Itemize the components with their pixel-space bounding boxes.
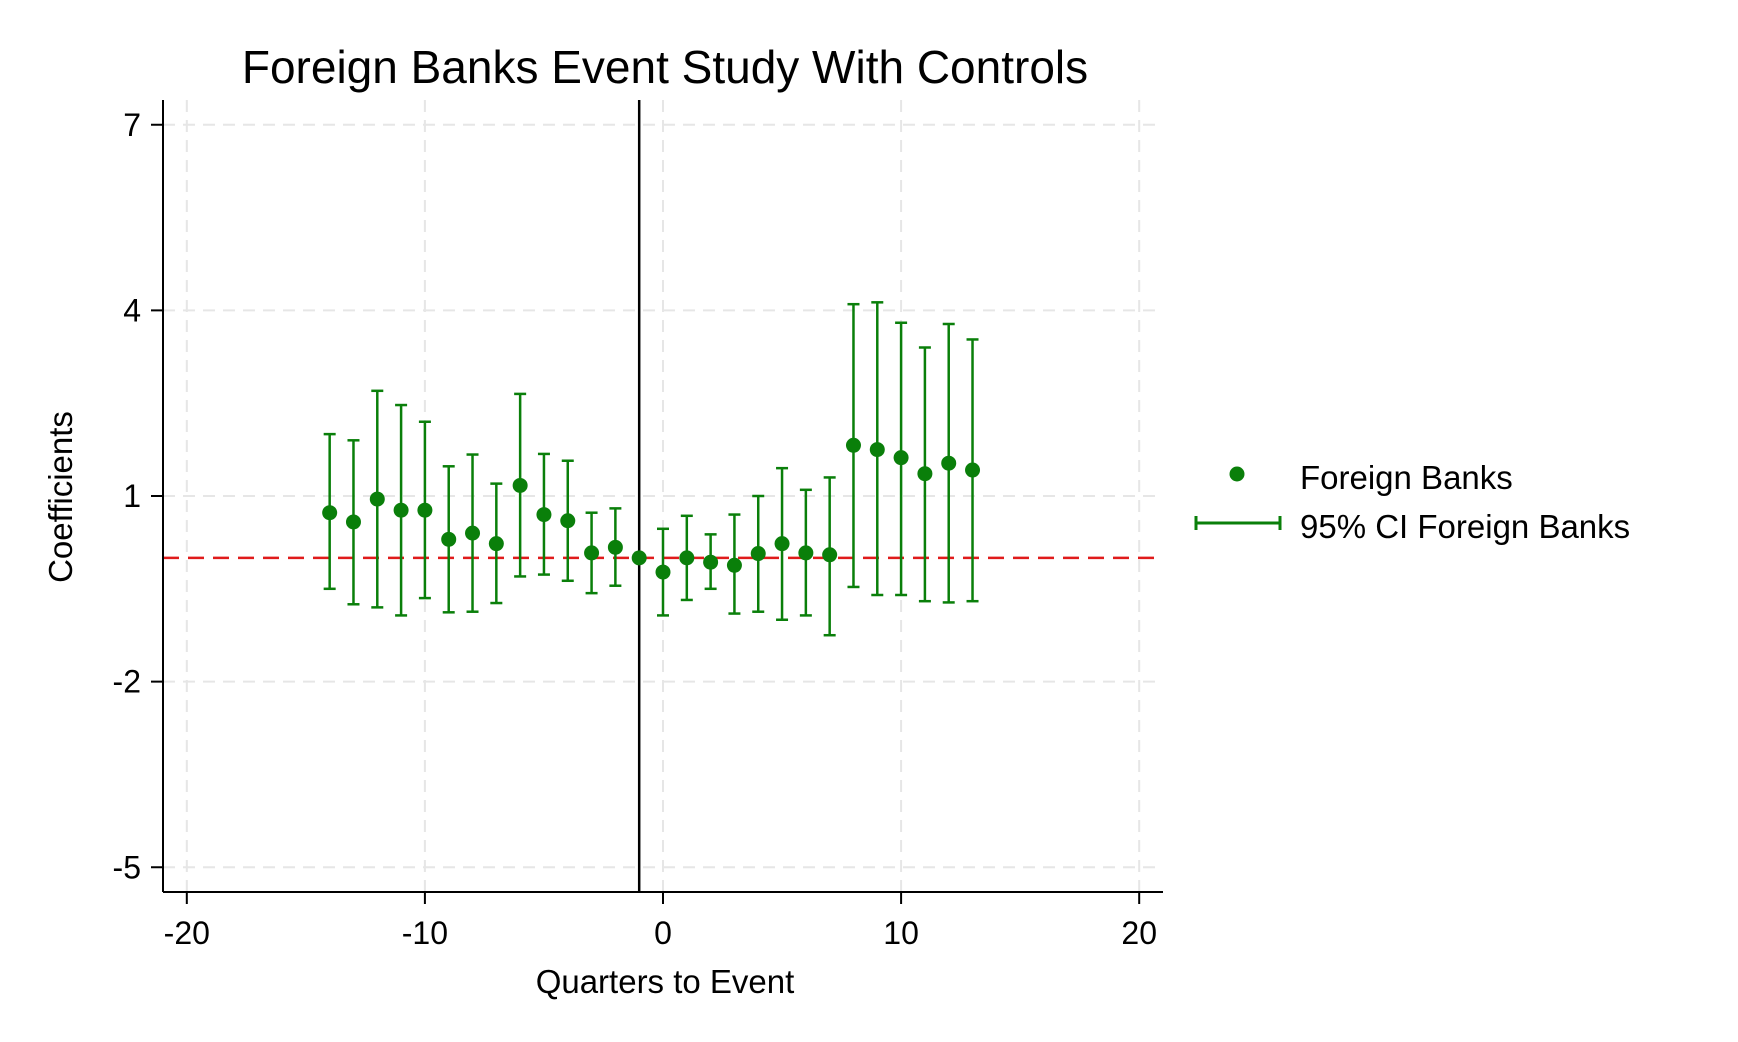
coefficient-point [607,539,623,555]
x-tick-label: 20 [1121,915,1157,951]
x-tick-label: 10 [883,915,919,951]
coefficient-point [703,554,719,570]
y-tick-label: 4 [123,292,141,328]
coefficient-point [345,514,361,530]
coefficient-point [417,502,433,518]
coefficient-point [965,462,981,478]
coefficient-point [750,546,766,562]
chart-title: Foreign Banks Event Study With Controls [242,41,1088,93]
y-tick-label: 1 [123,478,141,514]
x-tick-label: -10 [402,915,448,951]
coefficient-point [822,547,838,563]
y-axis-title: Coefficients [42,411,79,583]
coefficient-point [441,531,457,547]
x-axis-title: Quarters to Event [536,963,795,1000]
legend-point-marker [1229,466,1245,482]
x-tick-label: -20 [164,915,210,951]
coefficient-point [560,513,576,529]
grid-lines [163,100,1163,892]
coefficient-point [322,505,338,521]
axes: -5 -2 1 4 7 -20 -10 0 10 20 [113,100,1163,951]
legend-label-series: Foreign Banks [1300,459,1513,496]
x-tick-label: 0 [654,915,672,951]
coefficient-point [845,437,861,453]
coefficient-point [869,442,885,458]
coefficient-point [893,450,909,466]
coefficient-point [465,525,481,541]
coefficient-point [774,536,790,552]
coefficient-point [512,477,528,493]
coefficient-point [655,564,671,580]
coefficient-point [917,466,933,482]
coefficient-point [536,507,552,523]
coefficient-point [369,491,385,507]
coefficient-point [798,545,814,561]
data-marks [322,301,981,637]
coefficient-point [584,545,600,561]
coefficient-point [488,536,504,552]
coefficient-point [679,550,695,566]
coefficient-point [941,455,957,471]
y-tick-label: -5 [113,849,141,885]
legend-label-ci: 95% CI Foreign Banks [1300,508,1630,545]
y-tick-label: -2 [113,664,141,700]
coefficient-point [393,502,409,518]
legend: Foreign Banks 95% CI Foreign Banks [1194,459,1630,545]
coefficient-point [726,557,742,573]
coefficient-point [631,550,647,566]
y-tick-label: 7 [123,107,141,143]
